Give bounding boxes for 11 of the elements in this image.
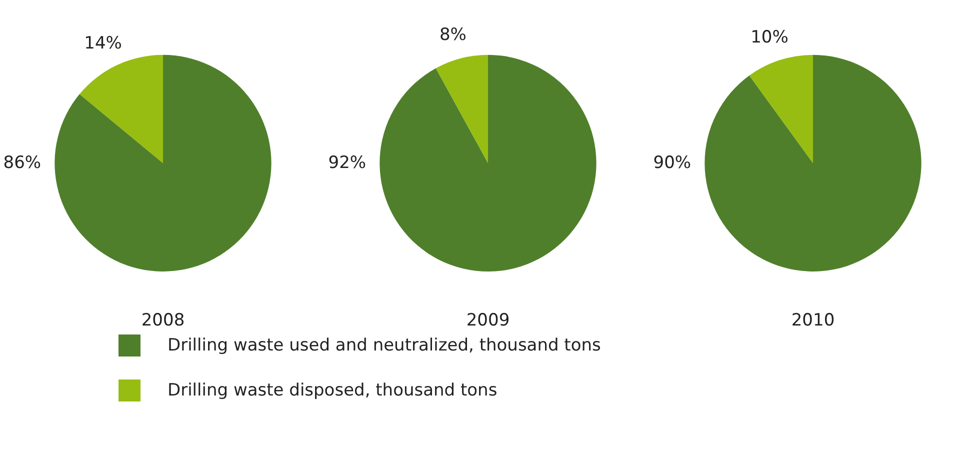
data-label: 10%	[750, 27, 788, 48]
data-label: 8%	[439, 25, 466, 46]
legend-label: Drilling waste used and neutralized, thousand tons	[168, 336, 602, 356]
legend-label: Drilling waste disposed, thousand tons	[168, 380, 498, 400]
text: 2008	[141, 310, 185, 330]
data-label: 14%	[84, 34, 122, 54]
data-label: 92%	[328, 153, 366, 174]
text: 2009	[466, 310, 510, 330]
data-label: 86%	[3, 153, 42, 174]
text: 2010	[791, 310, 835, 330]
data-label: 90%	[653, 153, 692, 174]
